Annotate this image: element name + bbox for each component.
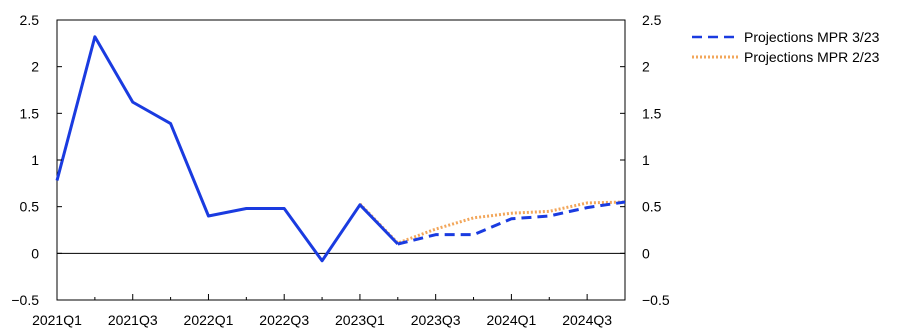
series-line-dashed — [397, 200, 626, 246]
y-tick-label-right: 2 — [642, 59, 650, 75]
y-tick-label-left: −0.5 — [11, 292, 39, 308]
y-tick-label-right: 2.5 — [642, 12, 662, 28]
x-tick-label: 2024Q3 — [562, 312, 612, 328]
x-tick-label: 2023Q1 — [335, 312, 385, 328]
y-tick-label-left: 2 — [31, 59, 39, 75]
x-tick-label: 2021Q1 — [32, 312, 82, 328]
y-tick-label-left: 2.5 — [20, 12, 40, 28]
y-tick-label-left: 1.5 — [20, 105, 40, 121]
series-line-solid — [55, 35, 399, 263]
plot-area-border — [56, 19, 626, 301]
y-tick-label-right: 0 — [642, 245, 650, 261]
y-tick-label-right: 1.5 — [642, 105, 662, 121]
y-tick-label-right: 1 — [642, 152, 650, 168]
x-tick-label: 2022Q1 — [184, 312, 234, 328]
y-tick-label-left: 0.5 — [20, 199, 40, 215]
series-line-dotted — [358, 200, 626, 245]
legend-label-projections-3-23: Projections MPR 3/23 — [744, 29, 880, 45]
legend-swatch-dashed — [690, 33, 742, 41]
legend-item-projections-3-23: Projections MPR 3/23 — [690, 27, 879, 47]
y-tick-label-left: 1 — [31, 152, 39, 168]
x-tick-label: 2024Q1 — [486, 312, 536, 328]
x-tick-label: 2022Q3 — [259, 312, 309, 328]
x-tick-label: 2023Q3 — [411, 312, 461, 328]
y-tick-label-right: 0.5 — [642, 199, 662, 215]
x-tick-label: 2021Q3 — [108, 312, 158, 328]
y-tick-label-left: 0 — [31, 245, 39, 261]
legend-label-projections-2-23: Projections MPR 2/23 — [744, 49, 880, 65]
legend-swatch-dotted — [690, 53, 742, 61]
legend-item-projections-2-23: Projections MPR 2/23 — [690, 47, 879, 67]
legend: Projections MPR 3/23 Projections MPR 2/2… — [690, 27, 879, 67]
y-tick-label-right: −0.5 — [642, 292, 670, 308]
